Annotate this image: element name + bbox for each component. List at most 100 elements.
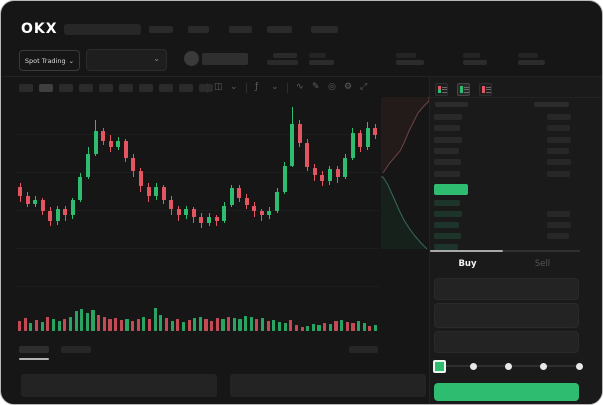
slider-stop[interactable] <box>505 363 512 370</box>
tab-sell[interactable]: Sell <box>534 259 551 269</box>
candle-wick <box>216 215 218 227</box>
volume-bar <box>40 322 44 331</box>
candlestick <box>275 192 280 212</box>
volume-bar <box>351 323 355 331</box>
timeframe-pill-8[interactable] <box>179 84 193 92</box>
timeframe-pill-9[interactable] <box>199 84 213 92</box>
line-tool-icon[interactable]: ∿ <box>296 82 304 92</box>
ask-price-bar <box>434 170 460 177</box>
last-price-badge[interactable] <box>434 184 468 195</box>
timeframe-pill-5[interactable] <box>119 84 133 92</box>
ask-amount-bar <box>547 147 569 154</box>
timeframe-pill-3[interactable] <box>79 84 93 92</box>
volume-bar <box>23 318 27 331</box>
gridline <box>16 134 379 135</box>
ask-row[interactable] <box>430 124 602 132</box>
price-field[interactable] <box>434 278 579 300</box>
nav-item-0[interactable] <box>149 26 173 33</box>
book-line <box>442 86 447 88</box>
bid-row[interactable] <box>430 199 602 207</box>
candlestick <box>131 158 136 172</box>
volume-bar <box>221 319 225 331</box>
tab-buy[interactable]: Buy <box>458 259 477 269</box>
settings-icon[interactable]: ⚙ <box>344 82 353 92</box>
book-combined-icon[interactable] <box>435 83 448 96</box>
volume-bar <box>125 319 129 331</box>
slider-stop[interactable] <box>469 363 477 370</box>
ask-row[interactable] <box>430 158 602 166</box>
volume-bar <box>46 317 50 331</box>
bid-row[interactable] <box>430 243 602 251</box>
timeframe-pill-0[interactable] <box>19 84 33 92</box>
timeframe-pill-6[interactable] <box>139 84 153 92</box>
gridline <box>16 172 379 173</box>
nav-item-4[interactable] <box>311 26 338 33</box>
pair-select-dropdown[interactable]: ⌄ <box>86 49 167 71</box>
fullscreen-icon[interactable]: ⤢ <box>360 82 368 92</box>
book-line <box>442 92 447 94</box>
volume-bar <box>164 318 169 331</box>
volume-bar <box>227 317 231 331</box>
candlestick <box>350 133 355 158</box>
search-input[interactable] <box>64 24 141 35</box>
timeframe-pill-4[interactable] <box>99 84 113 92</box>
buy-submit-button[interactable] <box>434 383 579 401</box>
volume-bar <box>68 317 73 331</box>
draw-icon[interactable]: ✎ <box>312 82 320 92</box>
volume-bar <box>373 325 378 331</box>
ask-amount-bar <box>547 125 570 132</box>
timeframe-pill-2[interactable] <box>59 84 73 92</box>
candlestick <box>335 169 340 177</box>
bid-row[interactable] <box>430 232 602 240</box>
volume-bar <box>334 321 338 331</box>
bottom-tab-0[interactable] <box>19 346 49 353</box>
bid-row[interactable] <box>430 210 602 218</box>
price-stat-bar <box>273 53 297 58</box>
chevron-down-icon[interactable]: ⌄ <box>230 82 238 92</box>
interval-icon[interactable]: ◫ <box>214 82 223 92</box>
slider-stop[interactable] <box>575 363 583 370</box>
candlestick <box>108 140 113 147</box>
chevron-down-icon[interactable]: ⌄ <box>271 82 279 92</box>
bottom-panel-0 <box>21 374 217 397</box>
volume-bar <box>323 323 327 331</box>
ask-row[interactable] <box>430 136 602 144</box>
volume-bar <box>91 310 95 331</box>
ask-row[interactable] <box>430 113 602 121</box>
slider-handle[interactable] <box>433 360 446 373</box>
nav-item-1[interactable] <box>188 26 209 33</box>
volume-bar <box>210 321 214 331</box>
amount-field[interactable] <box>434 303 579 328</box>
indicator-icon[interactable]: ƒ <box>255 82 259 92</box>
price-stat-bar <box>267 60 298 65</box>
bid-row[interactable] <box>430 221 602 229</box>
volume-bar <box>97 315 101 331</box>
slider-stop[interactable] <box>540 363 548 370</box>
ask-row[interactable] <box>430 147 602 155</box>
bid-amount-bar <box>547 233 569 239</box>
ask-row[interactable] <box>430 170 602 178</box>
orderbook-scroll-track[interactable] <box>430 250 580 252</box>
candlestick <box>222 205 227 221</box>
active-tab-underline <box>19 358 49 360</box>
candlestick <box>373 127 378 136</box>
bottom-tab-2[interactable] <box>349 346 378 353</box>
nav-item-2[interactable] <box>229 26 252 33</box>
gridline <box>16 248 379 249</box>
volume-bar <box>80 309 84 331</box>
timeframe-pill-1[interactable] <box>39 84 53 92</box>
candlestick <box>161 186 166 200</box>
total-field[interactable] <box>434 331 579 353</box>
bottom-tab-1[interactable] <box>61 346 91 353</box>
orderbook-scroll-thumb[interactable] <box>430 250 503 252</box>
volume-bar <box>153 308 157 331</box>
candlestick-chart[interactable] <box>16 101 379 291</box>
book-asks-icon[interactable] <box>479 83 492 96</box>
nav-item-3[interactable] <box>267 26 292 33</box>
camera-icon[interactable]: ◎ <box>328 82 336 92</box>
timeframe-pill-7[interactable] <box>159 84 173 92</box>
book-bids-icon[interactable] <box>457 83 470 96</box>
toolbar-divider <box>207 83 208 93</box>
candlestick <box>176 209 181 215</box>
spot-trading-dropdown[interactable]: Spot Trading ⌄ <box>19 50 80 71</box>
